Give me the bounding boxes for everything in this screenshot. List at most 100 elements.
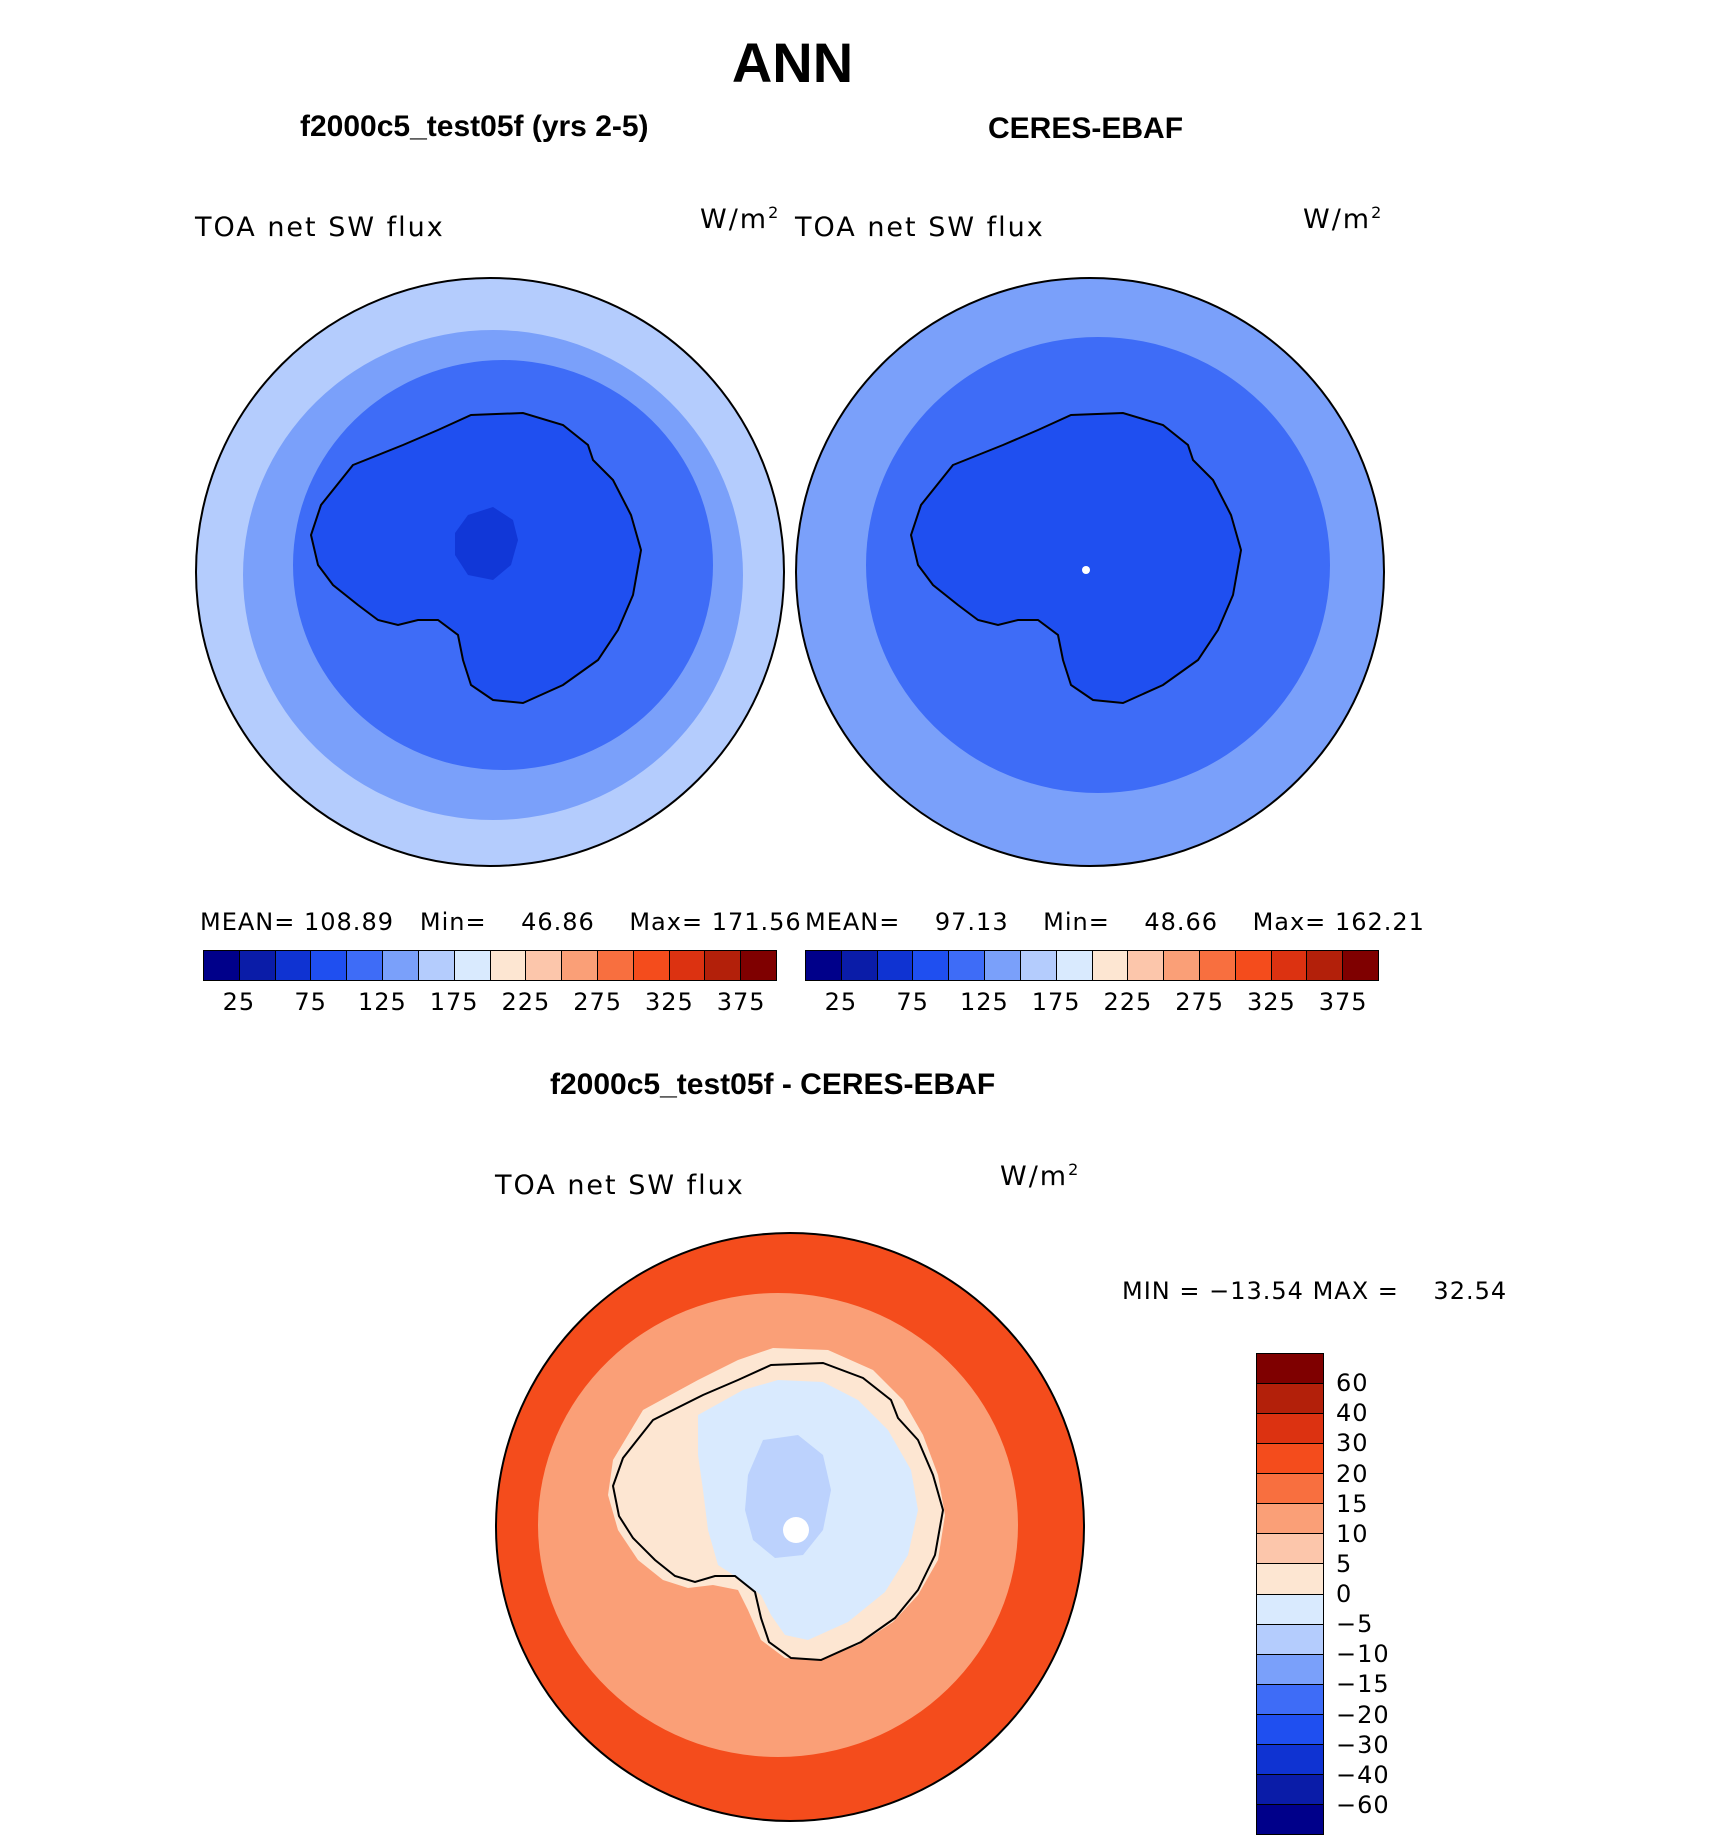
panel-3-max-value: 32.54 xyxy=(1433,1277,1508,1305)
panel-1-colorbar-swatch xyxy=(311,951,348,980)
panel-3-colorbar xyxy=(1256,1353,1324,1835)
panel-2-coastline xyxy=(909,411,1243,705)
panel-1-colorbar-swatch xyxy=(490,951,527,980)
panel-3-colorbar-labels: 60 40 30 20 15 10 5 0 −5 −10 −15 −20 −30 −40 −60 xyxy=(1336,1353,1416,1835)
panel-3-coastline xyxy=(611,1361,945,1662)
panel-1-max-label: Max= xyxy=(629,908,704,936)
panel-2-colorbar-tick-label: 125 xyxy=(959,988,1009,1016)
panel-1-colorbar xyxy=(203,950,777,981)
panel-3-min-value: −13.54 xyxy=(1209,1277,1304,1305)
panel-3-variable-label: TOA net SW flux xyxy=(495,1170,745,1201)
panel-1-colorbar-swatch xyxy=(239,951,276,980)
panel-3-colorbar-swatch xyxy=(1257,1414,1323,1445)
panel-1-units-exponent: 2 xyxy=(768,203,781,222)
panel-2-colorbar-swatch xyxy=(1092,951,1129,980)
panel-1-region-plateau xyxy=(455,507,518,580)
panel-2-colorbar-tick-label: 275 xyxy=(1175,988,1225,1016)
panel-2-colorbar-swatch xyxy=(1307,951,1344,980)
panel-1-colorbar-tick-label: 225 xyxy=(501,988,551,1016)
panel-1-colorbar-swatch xyxy=(275,951,312,980)
panel-3-colorbar-swatch xyxy=(1257,1684,1323,1715)
panel-2-variable-label: TOA net SW flux xyxy=(795,212,1045,243)
panel-3-colorbar-swatch xyxy=(1257,1744,1323,1775)
panel-1-colorbar-swatch xyxy=(705,951,742,980)
panel-1-colorbar-swatch xyxy=(454,951,491,980)
panel-3-colorbar-tick-label: −40 xyxy=(1336,1760,1390,1789)
panel-1-colorbar-swatch xyxy=(741,951,776,980)
panel-1-title: f2000c5_test05f (yrs 2-5) xyxy=(300,110,649,143)
panel-2-colorbar-swatch xyxy=(1199,951,1236,980)
panel-1-max-value: 171.56 xyxy=(711,908,802,936)
panel-1-colorbar-tick-label: 275 xyxy=(573,988,623,1016)
panel-2-max-label: Max= xyxy=(1252,908,1327,936)
panel-3-colorbar-tick-label: −30 xyxy=(1336,1730,1390,1759)
panel-3-colorbar-swatch xyxy=(1257,1594,1323,1625)
panel-2-colorbar-swatch xyxy=(1164,951,1200,980)
panel-1-map-border xyxy=(195,277,785,867)
panel-2-colorbar-swatch xyxy=(877,951,914,980)
panel-2-colorbar-swatch xyxy=(1271,951,1308,980)
panel-3-colorbar-swatch xyxy=(1257,1354,1323,1385)
panel-1-units-base: W/m xyxy=(700,204,769,235)
figure-title: ANN xyxy=(731,31,854,94)
panel-3-pole-marker xyxy=(783,1517,809,1543)
panel-1-colorbar-labels: 25 75 125 175 225 275 325 375 xyxy=(203,988,777,1018)
panel-3-title: f2000c5_test05f - CERES-EBAF xyxy=(550,1068,996,1101)
panel-2-colorbar-swatch xyxy=(806,951,842,980)
panel-3-map-border xyxy=(495,1232,1085,1822)
panel-2-colorbar-swatch xyxy=(1343,951,1378,980)
panel-3-colorbar-tick-label: 20 xyxy=(1336,1459,1369,1488)
panel-3-map xyxy=(495,1232,1085,1822)
panel-2-colorbar xyxy=(805,950,1379,981)
panel-2-colorbar-swatch xyxy=(1056,951,1093,980)
panel-3-region-plateau xyxy=(745,1435,831,1558)
panel-1-colorbar-tick-label: 375 xyxy=(716,988,766,1016)
panel-1-colorbar-tick-label: 175 xyxy=(429,988,479,1016)
panel-2-colorbar-tick-label: 75 xyxy=(896,988,929,1016)
panel-2-units-exponent: 2 xyxy=(1371,203,1384,222)
panel-2-min-value: 48.66 xyxy=(1144,908,1219,936)
panel-1-colorbar-swatch xyxy=(633,951,670,980)
panel-3-units-exponent: 2 xyxy=(1068,1160,1081,1179)
panel-3-colorbar-tick-label: 15 xyxy=(1336,1489,1369,1518)
panel-1-units: W/m2 xyxy=(700,203,780,235)
panel-3-units-base: W/m xyxy=(1000,1161,1069,1192)
panel-1-colorbar-tick-label: 75 xyxy=(294,988,327,1016)
panel-3-colorbar-swatch xyxy=(1257,1624,1323,1655)
panel-3-colorbar-tick-label: 10 xyxy=(1336,1519,1369,1548)
panel-2-colorbar-swatch xyxy=(1020,951,1057,980)
panel-3-colorbar-tick-label: −10 xyxy=(1336,1640,1390,1669)
panel-2-max-value: 162.21 xyxy=(1334,908,1425,936)
panel-2-colorbar-swatch xyxy=(985,951,1021,980)
panel-2-colorbar-swatch xyxy=(841,951,878,980)
panel-2-colorbar-tick-label: 225 xyxy=(1103,988,1153,1016)
panel-3-units: W/m2 xyxy=(1000,1160,1080,1192)
panel-3-stats: MIN = −13.54 MAX = 32.54 xyxy=(1122,1277,1507,1305)
panel-1-colorbar-tick-label: 25 xyxy=(222,988,256,1016)
panel-1-colorbar-tick-label: 325 xyxy=(644,988,694,1016)
panel-3-colorbar-tick-label: 60 xyxy=(1336,1369,1369,1398)
panel-1-colorbar-swatch xyxy=(597,951,634,980)
panel-2-colorbar-tick-label: 25 xyxy=(824,988,858,1016)
panel-3-colorbar-tick-label: −20 xyxy=(1336,1700,1390,1729)
panel-2-mean-value: 97.13 xyxy=(934,908,1009,936)
panel-3-colorbar-tick-label: −15 xyxy=(1336,1670,1390,1699)
panel-2-units: W/m2 xyxy=(1303,203,1383,235)
panel-3-colorbar-swatch xyxy=(1257,1564,1323,1595)
panel-2-units-base: W/m xyxy=(1303,204,1372,235)
panel-2-map-border xyxy=(795,277,1385,867)
panel-3-colorbar-tick-label: −60 xyxy=(1336,1790,1390,1819)
panel-3-colorbar-swatch xyxy=(1257,1444,1323,1475)
panel-3-colorbar-tick-label: 0 xyxy=(1336,1580,1353,1608)
panel-3-colorbar-swatch xyxy=(1257,1474,1323,1505)
panel-2-mean-label: MEAN= xyxy=(805,908,901,936)
panel-3-colorbar-swatch xyxy=(1257,1534,1323,1565)
panel-3-colorbar-swatch xyxy=(1257,1654,1323,1685)
panel-1-colorbar-swatch xyxy=(347,951,384,980)
panel-1-min-value: 46.86 xyxy=(521,908,595,936)
panel-2-colorbar-swatch xyxy=(1128,951,1165,980)
panel-1-mean-value: 108.89 xyxy=(304,908,394,936)
panel-2-colorbar-tick-label: 175 xyxy=(1031,988,1081,1016)
panel-1-colorbar-swatch xyxy=(418,951,455,980)
panel-3-colorbar-tick-label: 40 xyxy=(1336,1399,1369,1428)
